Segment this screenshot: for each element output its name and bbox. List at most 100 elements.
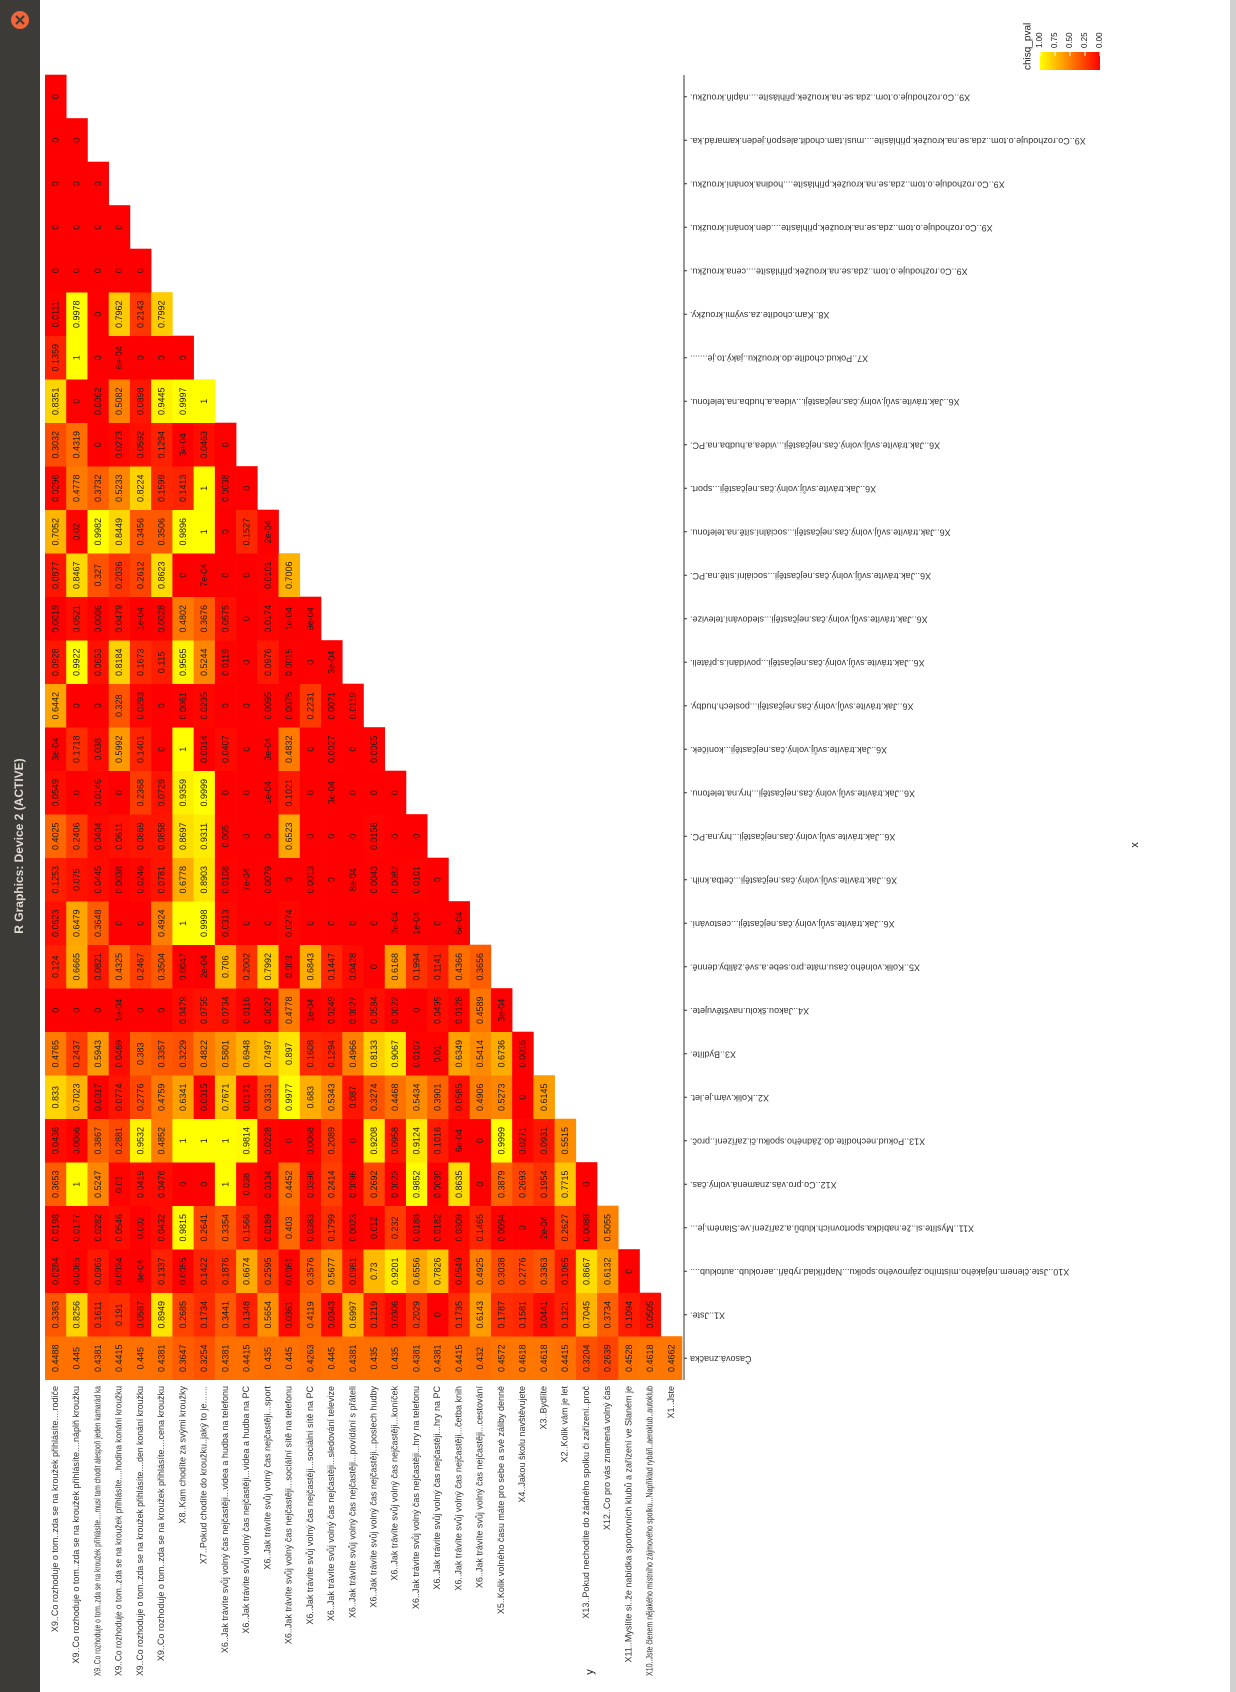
cell-label: 0.1016 xyxy=(433,1127,443,1155)
cell-label: 0.3038 xyxy=(496,1257,506,1285)
cell-label: 0.0623 xyxy=(50,909,60,937)
y-tick-label: X13..Pokud nechodíte do žádného spolku č… xyxy=(581,1386,591,1619)
cell-label: 0.5943 xyxy=(93,1040,103,1068)
cell-label: 0.1422 xyxy=(199,1257,209,1285)
heatmap-cell xyxy=(533,1292,555,1337)
heatmap-cell xyxy=(321,1292,343,1337)
heatmap-cell xyxy=(342,770,364,815)
cell-label: 0.1608 xyxy=(305,1040,315,1068)
heatmap-cell xyxy=(193,1031,216,1076)
cell-label: 0 xyxy=(178,1182,188,1187)
cell-label: 0.9982 xyxy=(93,518,103,546)
heatmap-cell xyxy=(87,379,109,423)
cell-label: 0 xyxy=(114,225,124,230)
heatmap-cell xyxy=(66,205,88,249)
heatmap-cell xyxy=(193,727,216,771)
heatmap-cell xyxy=(214,1118,237,1163)
cell-label: 0.0188 xyxy=(411,1214,421,1242)
y-tick-label: X6..Jak trávíte svůj volný čas nejčastěj… xyxy=(284,1386,294,1644)
cell-label: 0.0343 xyxy=(327,1301,337,1329)
heatmap-cell xyxy=(299,727,322,771)
heatmap-cell xyxy=(257,1162,279,1206)
cell-label: 0.0575 xyxy=(220,605,230,633)
cell-label: 0.1673 xyxy=(135,648,145,676)
cell-label: 0.0981 xyxy=(348,1257,358,1285)
heatmap-cell xyxy=(597,1205,619,1250)
heatmap-cell xyxy=(87,466,109,510)
heatmap-cell xyxy=(384,1031,407,1076)
heatmap-cell xyxy=(214,422,237,467)
close-button[interactable] xyxy=(11,11,29,29)
cell-label: 0 xyxy=(93,355,103,360)
heatmap-cell xyxy=(45,1205,67,1250)
heatmap-cell xyxy=(214,857,237,902)
close-icon[interactable] xyxy=(15,15,25,25)
heatmap-cell xyxy=(278,1031,301,1076)
cell-label: 0 xyxy=(72,225,82,230)
cell-label: 0.0119 xyxy=(220,649,230,676)
cell-label: 0 xyxy=(411,1008,421,1013)
heatmap-cell xyxy=(193,1118,216,1163)
cell-label: 0.6132 xyxy=(603,1257,613,1285)
heatmap-cell xyxy=(87,814,109,858)
cell-label: 0.4381 xyxy=(157,1344,167,1372)
cell-label: 0.002 xyxy=(135,1216,145,1239)
heatmap-cell xyxy=(151,1336,173,1380)
cell-label: 0.0047 xyxy=(178,953,188,981)
cell-label: 1e-04 xyxy=(305,999,315,1022)
cell-label: 0.4618 xyxy=(518,1344,528,1372)
cell-label: 0.0027 xyxy=(327,735,337,763)
heatmap-cell xyxy=(129,857,152,902)
cell-label: 0 xyxy=(518,1095,528,1100)
heatmap-cell xyxy=(490,1075,513,1119)
heatmap-cell xyxy=(66,1075,88,1119)
heatmap-cell xyxy=(236,814,258,858)
cell-label: 0.0038 xyxy=(114,866,124,894)
cell-label: 0.0584 xyxy=(369,996,379,1024)
heatmap-cell xyxy=(172,379,194,423)
cell-label: 0.4452 xyxy=(284,1170,294,1198)
heatmap-cell xyxy=(363,1075,386,1119)
cell-label: 1 xyxy=(72,1182,82,1187)
cell-label: 0.7023 xyxy=(72,1083,82,1111)
heatmap-cell xyxy=(278,1336,301,1380)
heatmap-cell xyxy=(278,1162,301,1206)
heatmap-cell xyxy=(618,1249,640,1293)
cell-label: 0.0505 xyxy=(645,1301,655,1329)
heatmap-cell xyxy=(257,1075,279,1119)
cell-label: 0 xyxy=(348,834,358,839)
heatmap-cell xyxy=(151,596,173,641)
heatmap-cell xyxy=(533,1118,555,1163)
cell-label: 0.5654 xyxy=(263,1301,273,1329)
y-tick-label: X9..Co rozhoduje o tom..zda se na krouže… xyxy=(71,1386,81,1664)
heatmap-cell xyxy=(129,1075,152,1119)
x-tick-label: X6..Jak.trávíte.svůj.volný.čas.nejčastěj… xyxy=(690,701,913,711)
cell-label: 0.4852 xyxy=(157,1127,167,1155)
cell-label: 0.0821 xyxy=(93,953,103,981)
heatmap-cell xyxy=(151,727,173,771)
cell-label: 0.0082 xyxy=(390,866,400,894)
cell-label: 0.0013 xyxy=(305,866,315,894)
cell-label: 0.1294 xyxy=(157,431,167,459)
cell-label: 0.0729 xyxy=(157,779,167,807)
heatmap-cell xyxy=(236,640,258,684)
x-tick-label: X6..Jak.trávíte.svůj.volný.čas.nejčastěj… xyxy=(690,788,915,798)
heatmap-cell xyxy=(129,683,152,728)
cell-label: 0.1447 xyxy=(327,953,337,981)
heatmap-cell xyxy=(512,1249,534,1293)
cell-label: 0.1527 xyxy=(242,518,252,546)
cell-label: 0.1359 xyxy=(50,344,60,372)
heatmap-cell xyxy=(299,1118,322,1163)
cell-label: 0 xyxy=(369,964,379,969)
heatmap-cell xyxy=(278,596,301,641)
x-tick-label: X9..Co.rozhoduje.o.tom..zda.se.na.krouže… xyxy=(690,136,1086,146)
heatmap-cell xyxy=(108,1031,131,1076)
cell-label: 0 xyxy=(263,834,273,839)
cell-label: 0.0108 xyxy=(220,866,230,894)
heatmap-cell xyxy=(151,901,173,945)
x-tick-label: X6..Jak.trávíte.svůj.volný.čas.nejčastěj… xyxy=(690,571,931,581)
heatmap-cell xyxy=(363,1205,386,1250)
cell-label: 0.445 xyxy=(327,1347,337,1370)
cell-label: 0.4832 xyxy=(284,735,294,763)
cell-label: 0.4572 xyxy=(496,1344,506,1372)
